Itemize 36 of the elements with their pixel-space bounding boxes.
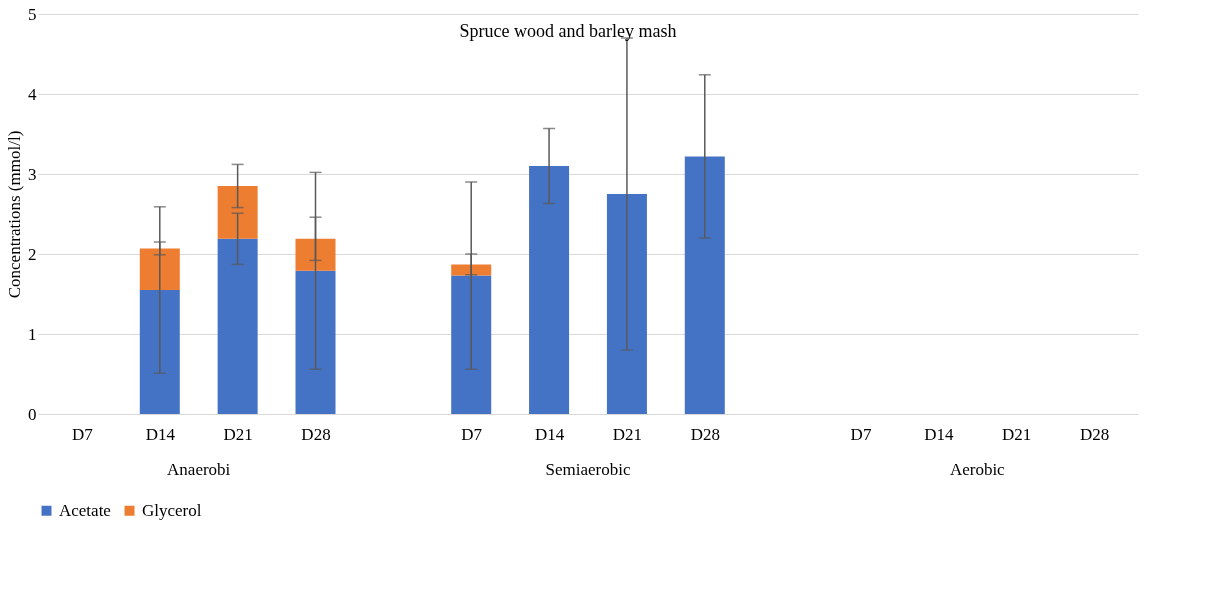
x-tick-label: D28 bbox=[1079, 424, 1110, 444]
x-tick-label: D28 bbox=[690, 424, 720, 444]
x-tick-label: D14 bbox=[924, 424, 954, 444]
bar bbox=[139, 290, 180, 414]
x-tick-label: D14 bbox=[534, 424, 565, 444]
bar bbox=[451, 275, 492, 414]
y-tick-label: 0 bbox=[28, 404, 37, 424]
bar bbox=[451, 264, 492, 276]
bar bbox=[139, 248, 180, 290]
bar bbox=[295, 270, 336, 414]
y-tick-label: 1 bbox=[28, 324, 37, 344]
y-tick-label: 4 bbox=[28, 84, 37, 104]
text: Anaerobi bbox=[167, 460, 231, 479]
x-tick-label: D28 bbox=[301, 424, 331, 444]
x-tick-label: D14 bbox=[145, 424, 176, 444]
legend-label: Acetate bbox=[59, 500, 111, 520]
y-axis-title: Concentrations (mmol/l) bbox=[5, 130, 24, 299]
text: Semiaerobic bbox=[545, 460, 631, 479]
bar bbox=[606, 194, 647, 414]
bar bbox=[529, 166, 570, 414]
x-tick-label: D7 bbox=[461, 424, 483, 444]
x-tick-label: D7 bbox=[72, 424, 94, 444]
y-tick-label: 2 bbox=[28, 244, 37, 264]
bar bbox=[684, 156, 725, 414]
text: Aerobic bbox=[949, 460, 1006, 479]
legend-label: Glycerol bbox=[142, 500, 202, 520]
bar bbox=[295, 238, 336, 271]
y-tick-label: 3 bbox=[28, 164, 37, 184]
y-tick-label: 5 bbox=[28, 4, 37, 24]
x-tick-label: D7 bbox=[850, 424, 872, 444]
bar bbox=[217, 238, 258, 414]
bar bbox=[217, 186, 258, 239]
x-tick-label: D21 bbox=[1002, 424, 1032, 444]
x-tick-label: D21 bbox=[612, 424, 643, 444]
x-tick-label: D21 bbox=[223, 424, 253, 444]
chart-title: Spruce wood and barley mash bbox=[459, 21, 677, 41]
